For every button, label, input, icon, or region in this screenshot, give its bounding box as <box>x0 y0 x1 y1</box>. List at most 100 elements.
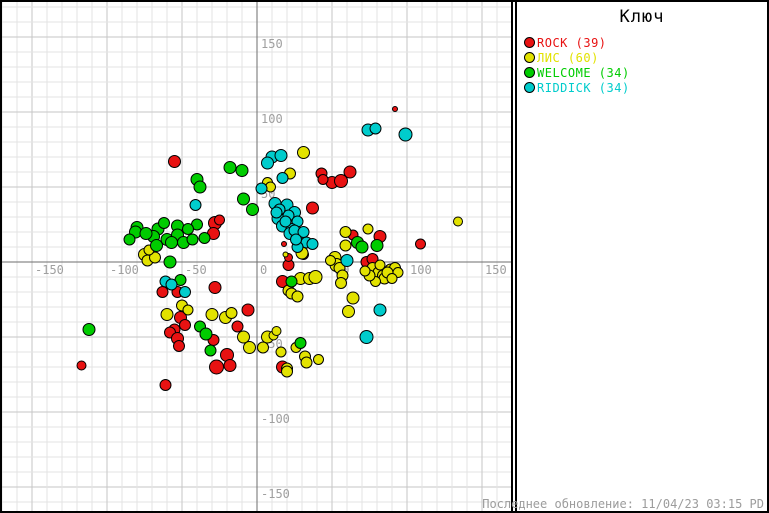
data-point[interactable] <box>359 330 374 344</box>
data-point[interactable] <box>369 122 382 135</box>
data-point[interactable] <box>209 359 224 375</box>
data-point[interactable] <box>168 155 181 168</box>
data-point[interactable] <box>270 206 283 219</box>
data-point[interactable] <box>186 233 199 246</box>
data-point[interactable] <box>279 215 292 228</box>
data-point[interactable] <box>282 251 289 258</box>
data-point[interactable] <box>285 275 298 288</box>
data-point[interactable] <box>415 238 426 250</box>
data-point[interactable] <box>370 239 384 252</box>
data-point[interactable] <box>189 199 202 211</box>
data-point[interactable] <box>158 217 170 229</box>
data-point[interactable] <box>340 254 354 267</box>
data-point[interactable] <box>160 308 174 321</box>
data-point[interactable] <box>281 365 293 378</box>
data-point[interactable] <box>223 359 237 372</box>
data-point[interactable] <box>373 303 387 317</box>
data-point[interactable] <box>386 273 398 284</box>
data-point[interactable] <box>204 344 217 357</box>
data-point[interactable] <box>317 174 329 185</box>
data-point[interactable] <box>392 106 398 112</box>
data-point[interactable] <box>374 259 386 271</box>
x-tick-label: 100 <box>410 263 432 277</box>
data-point[interactable] <box>300 356 313 369</box>
data-point[interactable] <box>241 303 255 317</box>
data-point[interactable] <box>313 354 324 365</box>
data-point[interactable] <box>225 307 238 319</box>
data-point[interactable] <box>339 239 352 252</box>
data-point[interactable] <box>271 326 282 336</box>
data-point[interactable] <box>223 161 237 174</box>
legend-item-welcome[interactable]: WELCOME (34) <box>517 65 767 80</box>
y-tick-label: -100 <box>261 412 290 426</box>
legend-panel: Ключ ROCK (39) ЛИС (60) WELCOME (34) RIDDIC… <box>515 2 767 511</box>
data-point[interactable] <box>274 149 288 162</box>
legend-item-лис[interactable]: ЛИС (60) <box>517 50 767 65</box>
data-point[interactable] <box>261 156 274 170</box>
data-point[interactable] <box>290 233 302 246</box>
data-point[interactable] <box>362 223 374 235</box>
data-point[interactable] <box>334 174 348 188</box>
data-point[interactable] <box>139 227 153 240</box>
scatter-chart-panel: -150-100-5005010015015010050-50-100-150 <box>2 2 513 511</box>
series-лис <box>138 146 463 378</box>
data-point[interactable] <box>294 337 307 349</box>
data-point[interactable] <box>276 172 289 184</box>
data-point[interactable] <box>281 241 287 247</box>
data-point[interactable] <box>208 281 222 294</box>
data-point[interactable] <box>182 304 194 316</box>
data-point[interactable] <box>342 305 355 318</box>
data-point[interactable] <box>159 379 172 391</box>
data-point[interactable] <box>359 265 371 277</box>
data-point[interactable] <box>123 233 136 246</box>
scatter-plot[interactable]: -150-100-5005010015015010050-50-100-150 <box>2 2 511 511</box>
x-tick-label: -150 <box>35 263 64 277</box>
x-tick-label: 150 <box>485 263 507 277</box>
data-point[interactable] <box>82 323 96 336</box>
data-point[interactable] <box>453 216 463 227</box>
data-point[interactable] <box>346 291 360 305</box>
data-point[interactable] <box>179 286 191 298</box>
data-point[interactable] <box>339 226 352 238</box>
legend-item-rock[interactable]: ROCK (39) <box>517 35 767 50</box>
data-point[interactable] <box>193 180 207 194</box>
data-point[interactable] <box>199 327 213 341</box>
legend-label: ROCK (39) <box>537 35 607 50</box>
data-point[interactable] <box>297 146 310 159</box>
data-point[interactable] <box>306 238 319 250</box>
data-point[interactable] <box>398 127 413 142</box>
data-point[interactable] <box>297 226 310 238</box>
data-point[interactable] <box>182 223 194 235</box>
data-point[interactable] <box>156 286 169 298</box>
data-point[interactable] <box>355 240 369 254</box>
data-point[interactable] <box>325 255 336 266</box>
data-point[interactable] <box>243 341 256 354</box>
data-point[interactable] <box>165 236 178 249</box>
data-point[interactable] <box>306 201 319 215</box>
data-point[interactable] <box>179 319 191 331</box>
data-point[interactable] <box>335 277 347 289</box>
data-point[interactable] <box>246 203 259 216</box>
data-point[interactable] <box>198 232 211 244</box>
data-point[interactable] <box>308 270 323 284</box>
data-point[interactable] <box>163 255 177 269</box>
data-point[interactable] <box>150 239 163 252</box>
data-point[interactable] <box>173 340 185 352</box>
data-point[interactable] <box>257 341 269 354</box>
data-point[interactable] <box>291 290 304 303</box>
legend-label: WELCOME (34) <box>537 65 630 80</box>
legend-marker-icon <box>524 52 535 63</box>
data-point[interactable] <box>255 182 268 195</box>
data-point[interactable] <box>149 251 161 264</box>
data-point[interactable] <box>214 214 225 226</box>
data-point[interactable] <box>231 320 244 333</box>
legend-item-riddick[interactable]: RIDDICK (34) <box>517 80 767 95</box>
data-point[interactable] <box>275 346 287 358</box>
data-point[interactable] <box>165 278 178 291</box>
data-point[interactable] <box>235 164 249 177</box>
data-point[interactable] <box>237 192 250 206</box>
data-point[interactable] <box>205 308 219 321</box>
data-point[interactable] <box>343 165 357 179</box>
data-point[interactable] <box>237 330 250 344</box>
data-point[interactable] <box>76 360 87 371</box>
